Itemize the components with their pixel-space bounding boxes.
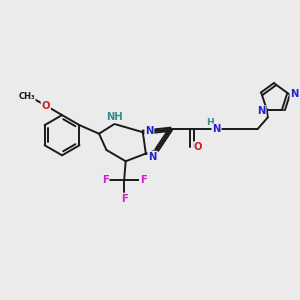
Text: N: N — [212, 124, 221, 134]
Text: N: N — [148, 152, 157, 161]
Text: F: F — [102, 175, 109, 184]
Text: N: N — [145, 126, 154, 136]
Text: O: O — [194, 142, 203, 152]
Text: O: O — [41, 100, 50, 111]
Text: CH₃: CH₃ — [18, 92, 35, 101]
Text: H: H — [206, 118, 214, 127]
Text: NH: NH — [106, 112, 123, 122]
Text: N: N — [257, 106, 266, 116]
Text: F: F — [140, 175, 146, 184]
Text: F: F — [121, 194, 128, 203]
Text: N: N — [290, 89, 299, 99]
